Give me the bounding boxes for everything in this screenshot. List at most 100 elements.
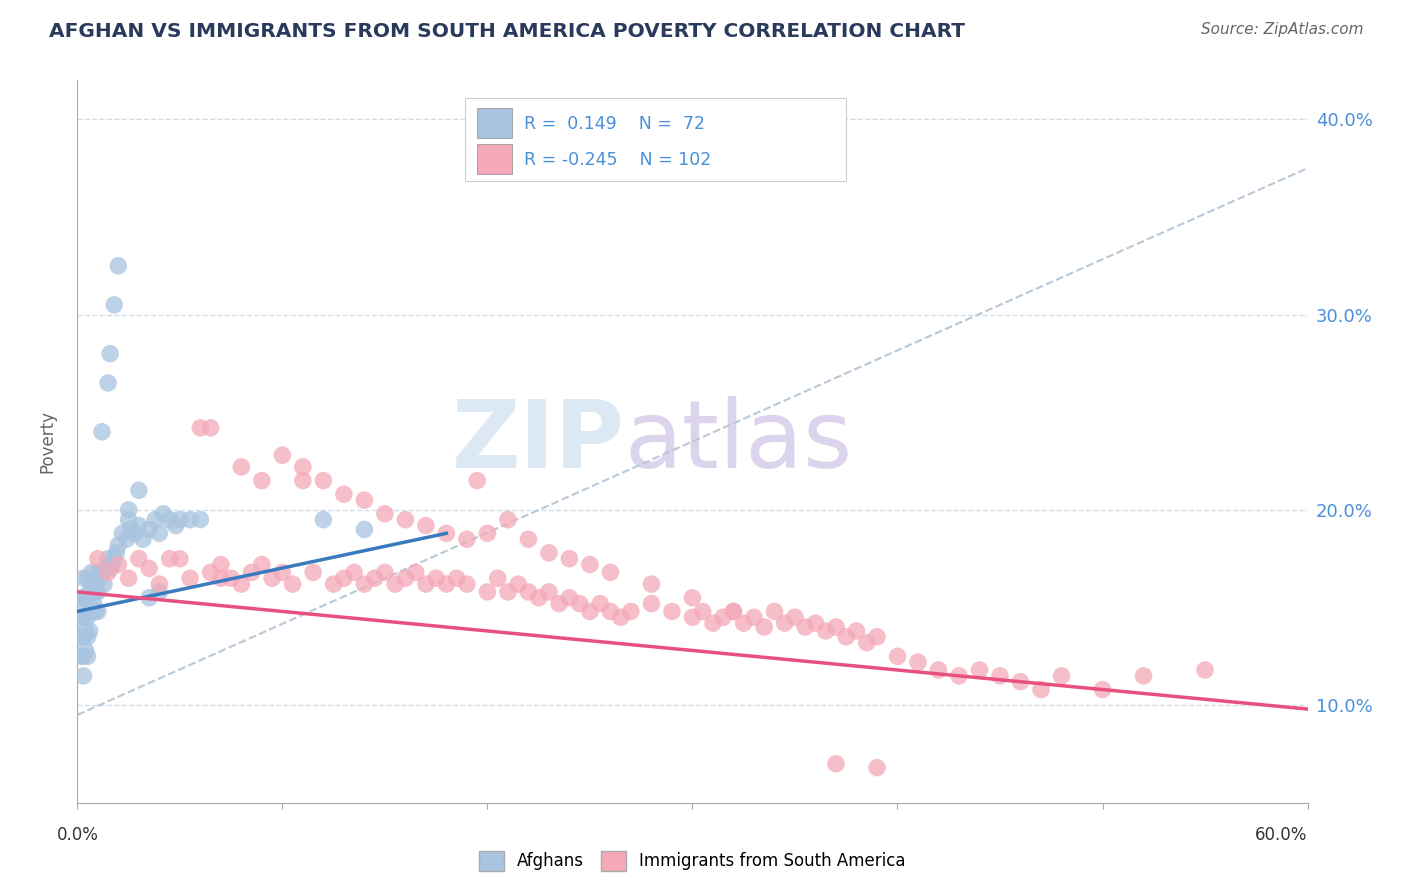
Point bbox=[568, 597, 591, 611]
Point bbox=[128, 483, 150, 498]
Point bbox=[148, 585, 170, 599]
Point bbox=[271, 448, 294, 462]
Point bbox=[763, 604, 786, 618]
Point bbox=[70, 591, 93, 605]
Point bbox=[855, 635, 877, 649]
Point bbox=[138, 523, 160, 537]
Point bbox=[456, 577, 478, 591]
Point bbox=[866, 630, 889, 644]
Point bbox=[79, 624, 101, 638]
Point bbox=[70, 610, 93, 624]
Point bbox=[322, 577, 344, 591]
Point bbox=[250, 558, 273, 572]
Point bbox=[353, 523, 375, 537]
Point bbox=[209, 558, 232, 572]
Text: AFGHAN VS IMMIGRANTS FROM SOUTH AMERICA POVERTY CORRELATION CHART: AFGHAN VS IMMIGRANTS FROM SOUTH AMERICA … bbox=[49, 22, 965, 41]
Point bbox=[374, 507, 396, 521]
Point bbox=[105, 546, 128, 560]
Point bbox=[384, 577, 406, 591]
Text: Source: ZipAtlas.com: Source: ZipAtlas.com bbox=[1201, 22, 1364, 37]
Point bbox=[517, 532, 540, 546]
Point bbox=[200, 566, 222, 580]
Point bbox=[640, 577, 662, 591]
Point bbox=[97, 566, 120, 580]
Point bbox=[107, 558, 129, 572]
Point bbox=[333, 487, 356, 501]
Point bbox=[111, 526, 134, 541]
Point bbox=[783, 610, 806, 624]
Point bbox=[537, 585, 560, 599]
Point bbox=[609, 610, 631, 624]
Point bbox=[436, 526, 458, 541]
Point bbox=[477, 526, 499, 541]
Point bbox=[209, 571, 232, 585]
Point bbox=[661, 604, 683, 618]
Point bbox=[456, 532, 478, 546]
Point bbox=[179, 513, 201, 527]
Point bbox=[72, 571, 94, 585]
Point bbox=[132, 532, 155, 546]
Text: 0.0%: 0.0% bbox=[56, 826, 98, 844]
Point bbox=[219, 571, 242, 585]
Point bbox=[83, 577, 105, 591]
Point bbox=[291, 474, 314, 488]
Point bbox=[97, 376, 120, 390]
Point bbox=[80, 585, 103, 599]
Point bbox=[79, 604, 101, 618]
Point bbox=[754, 620, 776, 634]
Point bbox=[117, 571, 139, 585]
Point bbox=[866, 761, 889, 775]
Point bbox=[148, 577, 170, 591]
Point bbox=[405, 566, 427, 580]
Point bbox=[907, 655, 929, 669]
Point bbox=[75, 624, 97, 638]
Point bbox=[124, 526, 146, 541]
Point bbox=[773, 616, 796, 631]
Point bbox=[117, 513, 139, 527]
Point bbox=[80, 604, 103, 618]
Point bbox=[117, 503, 139, 517]
Point bbox=[200, 421, 222, 435]
Point bbox=[262, 571, 284, 585]
Point bbox=[508, 577, 530, 591]
Text: R = -0.245    N = 102: R = -0.245 N = 102 bbox=[524, 151, 711, 169]
Point bbox=[97, 551, 120, 566]
Point bbox=[76, 610, 98, 624]
Point bbox=[231, 459, 253, 474]
Point bbox=[72, 591, 94, 605]
Point bbox=[1132, 669, 1154, 683]
Point bbox=[281, 577, 304, 591]
Point bbox=[733, 616, 755, 631]
Point bbox=[496, 585, 519, 599]
Point bbox=[152, 507, 174, 521]
Point bbox=[682, 610, 704, 624]
Point bbox=[599, 566, 621, 580]
Point bbox=[98, 561, 121, 575]
Point bbox=[75, 591, 97, 605]
Point bbox=[89, 571, 111, 585]
Point bbox=[496, 513, 519, 527]
Point bbox=[353, 493, 375, 508]
Point bbox=[415, 577, 437, 591]
Text: ZIP: ZIP bbox=[451, 395, 624, 488]
Point bbox=[527, 591, 550, 605]
Point bbox=[138, 591, 160, 605]
Point bbox=[465, 474, 488, 488]
Point bbox=[93, 577, 115, 591]
Point bbox=[928, 663, 950, 677]
Point bbox=[742, 610, 765, 624]
Point bbox=[446, 571, 468, 585]
Point bbox=[107, 259, 129, 273]
Point bbox=[143, 513, 166, 527]
Point bbox=[814, 624, 837, 638]
Point bbox=[343, 566, 366, 580]
Point bbox=[579, 558, 602, 572]
Point bbox=[169, 513, 191, 527]
Point bbox=[394, 513, 416, 527]
Point bbox=[98, 346, 121, 360]
Point bbox=[87, 604, 110, 618]
Point bbox=[312, 513, 335, 527]
Point bbox=[70, 649, 93, 664]
Point bbox=[794, 620, 817, 634]
Point bbox=[702, 616, 724, 631]
